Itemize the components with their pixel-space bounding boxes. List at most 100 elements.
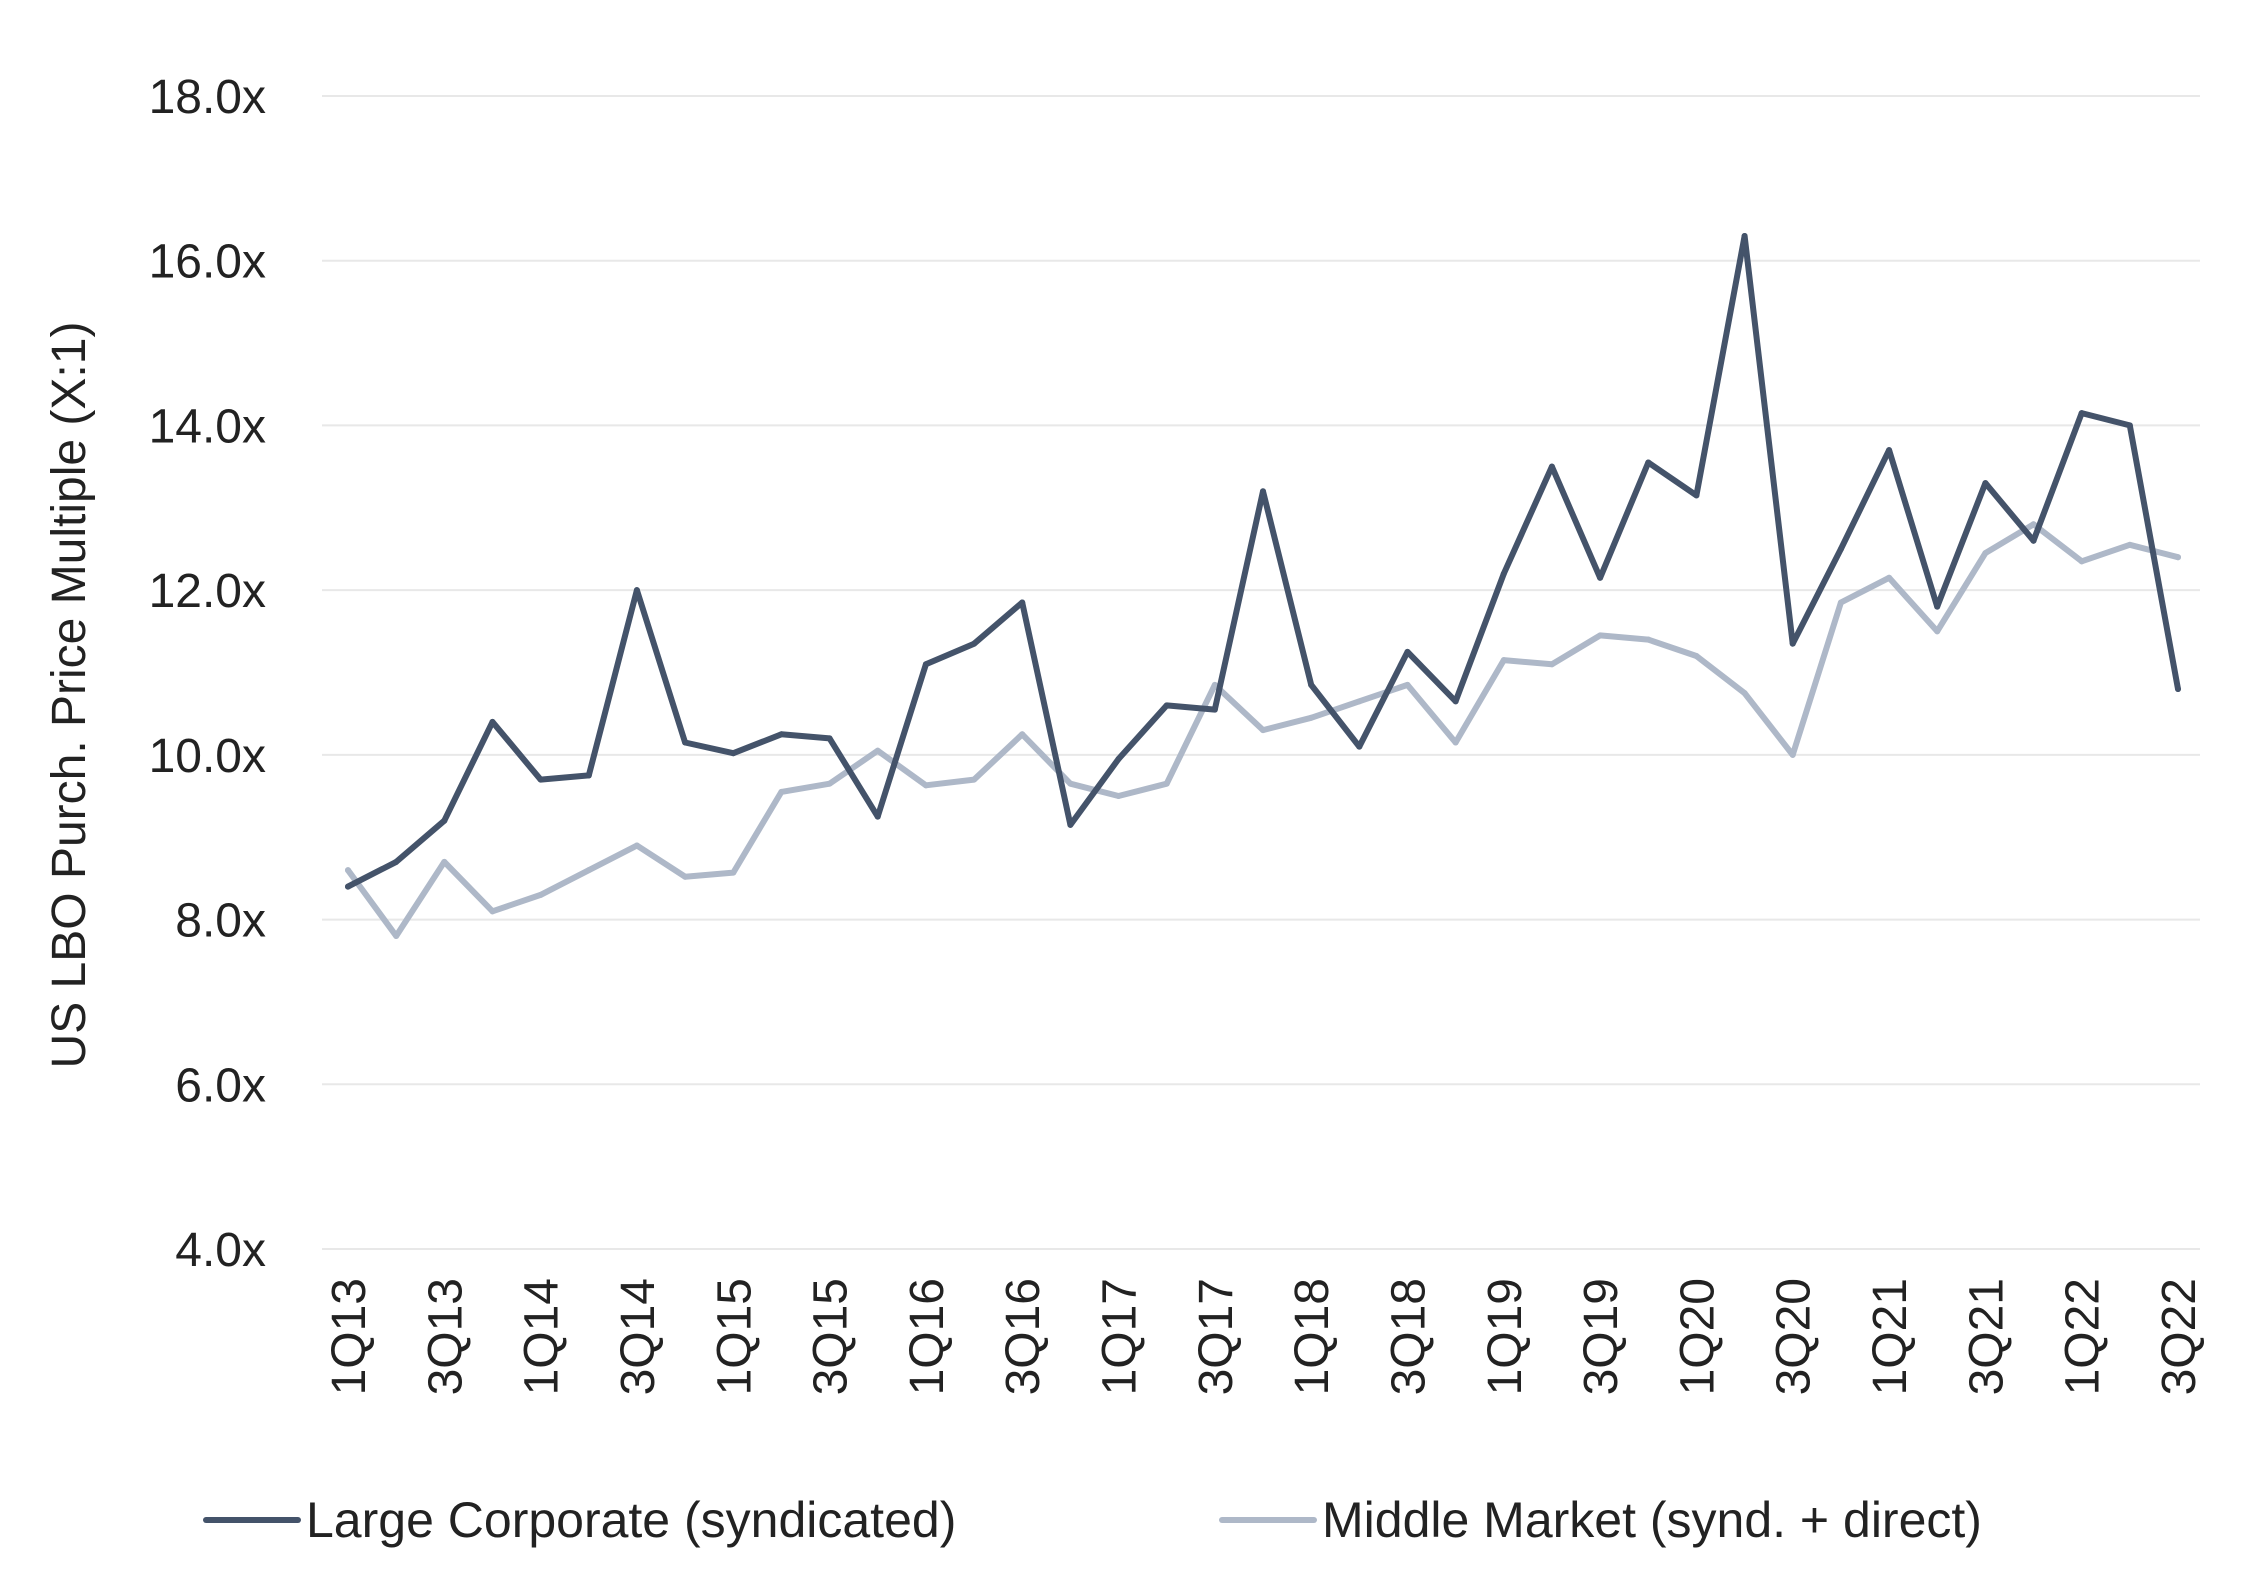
x-tick-label: 3Q18 <box>1382 1278 1435 1395</box>
x-tick-label: 1Q18 <box>1286 1278 1339 1395</box>
data-point <box>778 731 785 738</box>
data-point <box>1500 570 1507 577</box>
x-tick-label: 3Q13 <box>419 1278 472 1395</box>
data-point <box>1115 755 1122 762</box>
data-point <box>2175 554 2181 561</box>
data-point <box>2030 537 2037 544</box>
data-point <box>2078 410 2085 417</box>
data-point <box>1452 739 1459 746</box>
x-tick-label: 3Q16 <box>997 1278 1050 1395</box>
data-point <box>1886 447 1893 454</box>
data-point <box>1356 698 1363 705</box>
data-point <box>682 739 689 746</box>
data-point <box>874 747 881 754</box>
data-point <box>922 661 929 668</box>
y-tick-label: 16.0x <box>149 236 266 289</box>
legend-label: Large Corporate (syndicated) <box>306 1492 956 1548</box>
data-point <box>489 718 496 725</box>
data-point <box>489 908 496 915</box>
data-point <box>1404 648 1411 655</box>
data-point <box>1211 706 1218 713</box>
data-point <box>1741 233 1748 240</box>
data-point <box>1548 463 1555 470</box>
x-tick-label: 1Q20 <box>1671 1278 1724 1395</box>
x-tick-label: 3Q17 <box>1190 1278 1243 1395</box>
gridlines <box>322 95 2200 1250</box>
legend: Large Corporate (syndicated) Middle Marke… <box>203 1492 1982 1548</box>
data-point <box>585 867 592 874</box>
data-point <box>393 858 400 865</box>
data-point <box>730 869 737 876</box>
data-point <box>826 735 833 742</box>
data-point <box>1741 690 1748 697</box>
x-tick-label: 3Q19 <box>1575 1278 1628 1395</box>
x-tick-label: 3Q21 <box>1960 1278 2013 1395</box>
data-point <box>2175 685 2181 692</box>
y-tick-label: 12.0x <box>149 565 266 618</box>
x-tick-label: 1Q15 <box>708 1278 761 1395</box>
data-point <box>2126 541 2133 548</box>
x-tick-label: 1Q13 <box>323 1278 376 1395</box>
data-point <box>2030 521 2037 528</box>
y-axis-ticks: 4.0x 6.0x 8.0x 10.0x 12.0x 14.0x 16.0x 18.0x <box>149 71 266 1277</box>
data-point <box>1067 780 1074 787</box>
data-point <box>1982 480 1989 487</box>
data-point <box>1019 599 1026 606</box>
x-tick-label: 3Q20 <box>1768 1278 1821 1395</box>
data-point <box>1356 743 1363 750</box>
x-tick-label: 1Q17 <box>1094 1278 1147 1395</box>
data-point <box>585 772 592 779</box>
data-point <box>1452 698 1459 705</box>
data-point <box>345 867 351 874</box>
series-lines <box>345 233 2181 940</box>
y-tick-label: 4.0x <box>175 1224 266 1277</box>
data-point <box>441 817 448 824</box>
x-tick-label: 3Q14 <box>612 1278 665 1395</box>
data-point <box>1115 793 1122 800</box>
legend-item: Middle Market (synd. + direct) <box>1219 1492 1982 1548</box>
data-point <box>1260 488 1266 495</box>
data-point <box>1067 821 1074 828</box>
y-tick-label: 6.0x <box>175 1059 266 1112</box>
data-point <box>874 813 881 820</box>
data-point <box>633 842 640 849</box>
data-point <box>1934 603 1941 610</box>
data-point <box>1645 459 1652 466</box>
data-point <box>682 873 689 880</box>
data-point <box>345 883 351 890</box>
data-point <box>1404 681 1411 688</box>
data-point <box>1645 636 1652 643</box>
data-point <box>1548 661 1555 668</box>
x-tick-label: 3Q22 <box>2153 1278 2206 1395</box>
data-point <box>1308 714 1315 721</box>
y-tick-label: 14.0x <box>149 400 266 453</box>
data-point <box>1260 727 1266 734</box>
x-tick-label: 1Q19 <box>1479 1278 1532 1395</box>
data-point <box>1163 780 1170 787</box>
data-point <box>1163 702 1170 709</box>
x-tick-label: 1Q14 <box>516 1278 569 1395</box>
series-line-large-corporate <box>345 233 2181 890</box>
data-point <box>1597 632 1604 639</box>
data-point <box>1597 574 1604 581</box>
data-point <box>1211 681 1218 688</box>
data-point <box>2126 422 2133 429</box>
y-axis-label: US LBO Purch. Price Multiple (X:1) <box>43 322 96 1069</box>
data-point <box>922 782 929 789</box>
x-tick-label: 1Q22 <box>2057 1278 2110 1395</box>
data-point <box>971 640 978 647</box>
data-point <box>1693 492 1700 499</box>
data-point <box>826 780 833 787</box>
y-tick-label: 18.0x <box>149 71 266 124</box>
data-point <box>537 776 544 783</box>
data-point <box>1019 731 1026 738</box>
data-point <box>393 933 400 940</box>
x-axis-ticks: 1Q13 3Q13 1Q14 3Q14 1Q15 3Q15 1Q16 3Q16 1Q17 3Q17… <box>323 1278 2206 1395</box>
data-point <box>1789 640 1796 647</box>
x-tick-label: 1Q16 <box>901 1278 954 1395</box>
data-point <box>1308 681 1315 688</box>
data-point <box>1500 657 1507 664</box>
data-point <box>778 788 785 795</box>
